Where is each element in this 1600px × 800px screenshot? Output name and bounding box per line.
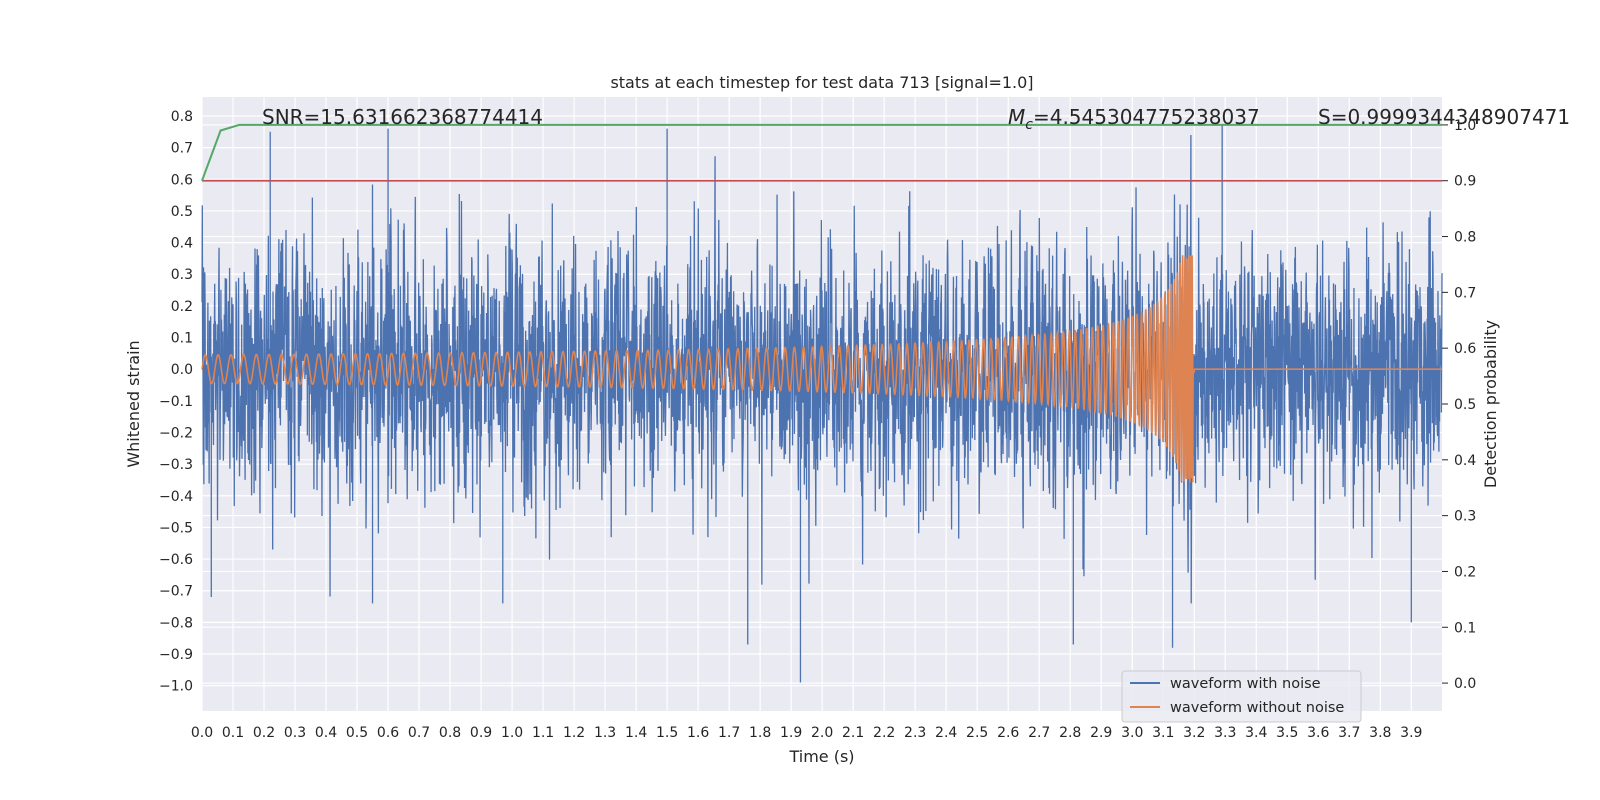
series-noise-line [201,125,1443,683]
y-tick-label: 0.6 [171,172,193,188]
y-right-tick-label: 0.9 [1454,174,1476,190]
y-tick-label: 0.8 [171,109,193,125]
probability-layer [201,123,1442,182]
y-right-tick-label: 0.8 [1454,230,1476,246]
y-tick-label: 0.5 [171,204,193,220]
y-axis-title: Whitened strain [124,340,143,467]
x-tick-label: 3.8 [1369,725,1391,741]
x-tick-label: 1.6 [687,725,709,741]
x-tick-label: 2.9 [1090,725,1112,741]
x-tick-label: 3.4 [1245,725,1267,741]
x-tick-label: 2.2 [873,725,895,741]
y-right-tick-label: 0.5 [1454,397,1476,413]
x-tick-label: 0.0 [191,725,213,741]
y-tick-label: 0.3 [171,267,193,283]
y-right-tick-label: 0.6 [1454,341,1476,357]
y-tick-label: 0.2 [171,299,193,315]
y-right-tick-label: 0.7 [1454,285,1476,301]
snr-annotation: SNR=15.631662368774414 [262,105,543,129]
x-tick-label: 1.7 [718,725,740,741]
y-tick-label: −0.5 [159,520,193,536]
x-tick-label: 3.6 [1307,725,1329,741]
x-tick-label: 0.9 [470,725,492,741]
x-tick-label: 2.4 [935,725,957,741]
noise-series-layer [201,125,1443,683]
y-tick-label: 0.7 [171,141,193,157]
x-tick-label: 2.1 [842,725,864,741]
legend-label-noise: waveform with noise [1170,676,1321,692]
x-tick-label: 1.8 [749,725,771,741]
score-annotation: S=0.9999344348907471 [1318,105,1570,129]
x-tick-label: 0.3 [284,725,306,741]
x-tick-label: 2.8 [1059,725,1081,741]
x-tick-label: 0.7 [408,725,430,741]
x-tick-label: 0.2 [253,725,275,741]
chart-title: stats at each timestep for test data 713… [610,73,1033,92]
x-tick-label: 3.1 [1152,725,1174,741]
x-tick-label: 3.9 [1400,725,1422,741]
chirp-mass-subscript: c [1025,117,1033,133]
y-tick-label: −0.4 [159,489,193,505]
x-tick-label: 0.4 [315,725,337,741]
legend-label-clean: waveform without noise [1170,700,1344,716]
y-tick-label: −0.2 [159,425,193,441]
chirp-mass-symbol: M [1008,105,1025,129]
x-tick-label: 1.9 [780,725,802,741]
y-right-tick-label: 0.3 [1454,509,1476,525]
x-tick-label: 3.7 [1338,725,1360,741]
x-tick-label: 1.3 [594,725,616,741]
x-tick-label: 2.0 [811,725,833,741]
x-tick-label: 2.6 [997,725,1019,741]
x-axis-title: Time (s) [788,747,854,766]
chirp-mass-value: =4.545304775238037 [1033,105,1260,129]
legend-box [1121,670,1362,723]
x-tick-label: 3.0 [1121,725,1143,741]
y-right-tick-label: 0.2 [1454,564,1476,580]
series-clean-line [201,255,1442,483]
y-tick-labels: 0.8 0.7 0.6 0.5 0.4 0.3 0.2 0.1 0.0 −0.1 −0.2 −0.3 −… [159,109,193,695]
y-tick-label: −1.0 [159,679,193,695]
x-tick-label: 2.5 [966,725,988,741]
x-tick-label: 1.2 [563,725,585,741]
x-tick-label: 3.3 [1214,725,1236,741]
detection-probability-line [201,123,1442,182]
x-tick-label: 2.3 [904,725,926,741]
y-tick-label: −0.6 [159,552,193,568]
x-tick-label: 0.1 [222,725,244,741]
x-tick-label: 1.1 [532,725,554,741]
x-tick-label: 0.8 [439,725,461,741]
y-right-tick-label: 0.4 [1454,453,1476,469]
legend: waveform with noise waveform without noi… [1121,670,1362,723]
x-tick-label: 2.7 [1028,725,1050,741]
y-right-tick-label: 1.0 [1454,118,1476,134]
y-right-axis-title: Detection probability [1481,320,1500,488]
x-tick-label: 1.0 [501,725,523,741]
y-tick-label: 0.4 [171,236,193,252]
y-tick-label: −0.9 [159,647,193,663]
x-tick-label: 3.5 [1276,725,1298,741]
x-tick-label: 3.2 [1183,725,1205,741]
y-tick-label: −0.8 [159,615,193,631]
y-tick-label: −0.1 [159,394,193,410]
x-tick-label: 0.5 [346,725,368,741]
y-right-tick-label: 0.1 [1454,620,1476,636]
y-right-tick-label: 0.0 [1454,676,1476,692]
x-tick-label: 1.5 [656,725,678,741]
y-tick-label: −0.3 [159,457,193,473]
chirp-mass-annotation: Mc=4.545304775238037 [1008,105,1260,133]
x-tick-label: 0.6 [377,725,399,741]
y-tick-label: 0.0 [171,362,193,378]
x-tick-label: 1.4 [625,725,647,741]
y-tick-label: 0.1 [171,331,193,347]
x-tick-labels: 0.0 0.1 0.2 0.3 0.4 0.5 0.6 0.7 0.8 0.9 1.0 1.1 1.2 1… [191,725,1423,741]
y-right-tick-labels: 1.0 0.9 0.8 0.7 0.6 0.5 0.4 0.3 0.2 0.1 0.0 [1442,118,1476,692]
y-tick-label: −0.7 [159,584,193,600]
chirp-series-layer [201,255,1442,483]
